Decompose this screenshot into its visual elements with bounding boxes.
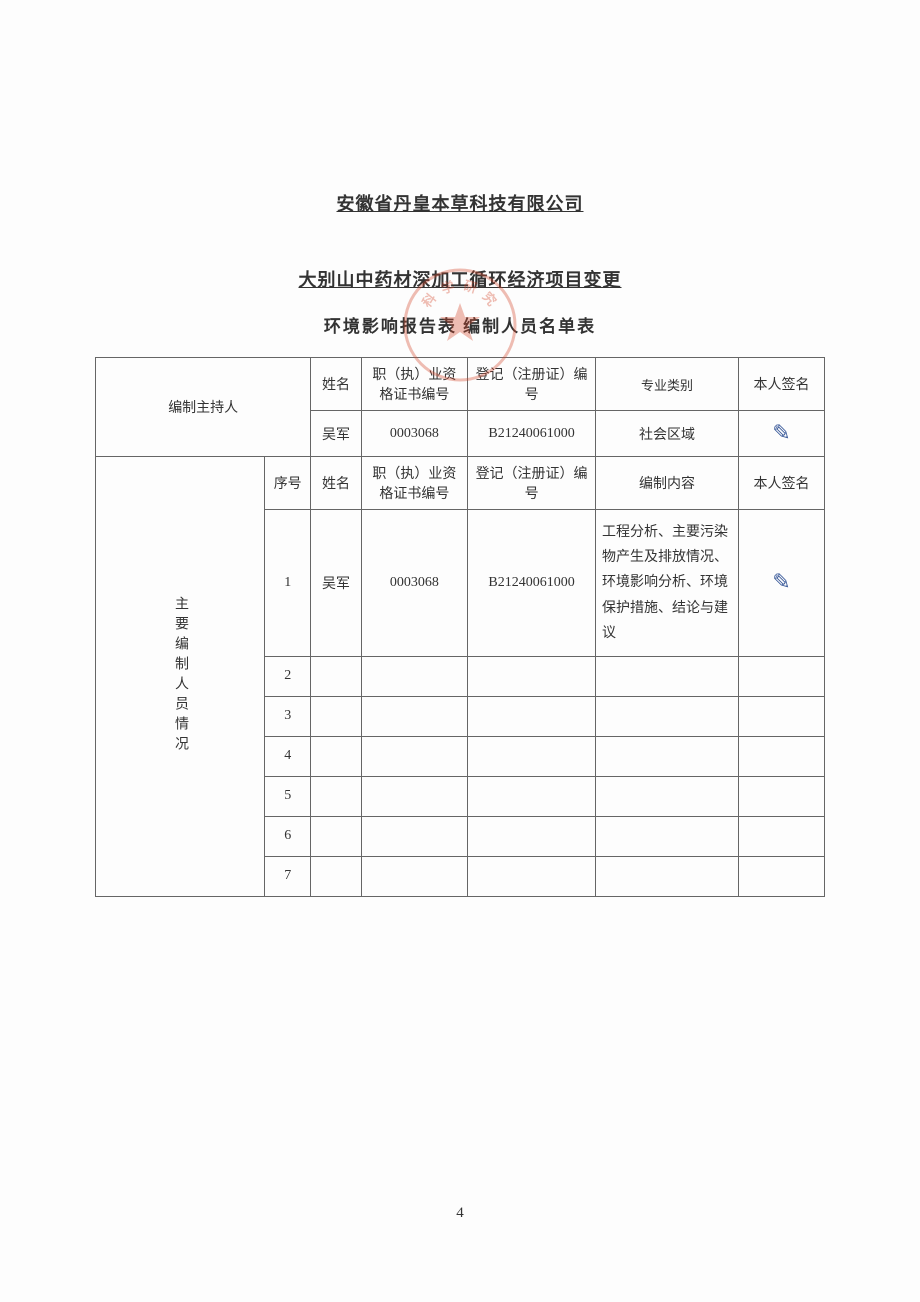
member-content-label: 编制内容 bbox=[595, 457, 738, 510]
name-cell bbox=[311, 816, 361, 856]
sign-cell bbox=[738, 856, 824, 896]
seq-cell: 5 bbox=[265, 776, 311, 816]
doc-title: 环境影响报告表 编制人员名单表 科 学 研 究 bbox=[95, 312, 825, 337]
content-cell bbox=[595, 776, 738, 816]
content-cell bbox=[595, 736, 738, 776]
personnel-table: 编制主持人 姓名 职（执）业资格证书编号 登记（注册证）编号 专业类别 本人签名… bbox=[95, 357, 825, 897]
content-cell bbox=[595, 856, 738, 896]
company-title: 安徽省丹皇本草科技有限公司 bbox=[95, 190, 825, 216]
seq-cell: 4 bbox=[265, 736, 311, 776]
sign-cell bbox=[738, 656, 824, 696]
host-category: 社会区域 bbox=[595, 411, 738, 457]
name-cell bbox=[311, 656, 361, 696]
reg-cell bbox=[468, 856, 596, 896]
seq-cell: 1 bbox=[265, 510, 311, 657]
reg-cell bbox=[468, 776, 596, 816]
members-section-label: 主要编制人员情况 bbox=[96, 457, 265, 897]
seq-cell: 2 bbox=[265, 656, 311, 696]
name-cell bbox=[311, 776, 361, 816]
sign-cell: ✎ bbox=[738, 510, 824, 657]
host-reg-label: 登记（注册证）编号 bbox=[468, 358, 596, 411]
name-cell bbox=[311, 696, 361, 736]
reg-cell: B21240061000 bbox=[468, 510, 596, 657]
reg-cell bbox=[468, 656, 596, 696]
sign-cell bbox=[738, 776, 824, 816]
name-cell: 吴军 bbox=[311, 510, 361, 657]
cert-cell bbox=[361, 656, 468, 696]
member-name-label: 姓名 bbox=[311, 457, 361, 510]
cert-cell bbox=[361, 776, 468, 816]
cert-cell: 0003068 bbox=[361, 510, 468, 657]
cert-cell bbox=[361, 736, 468, 776]
host-name-label: 姓名 bbox=[311, 358, 361, 411]
host-name: 吴军 bbox=[311, 411, 361, 457]
host-reg: B21240061000 bbox=[468, 411, 596, 457]
seq-cell: 7 bbox=[265, 856, 311, 896]
host-sign-label: 本人签名 bbox=[738, 358, 824, 411]
reg-cell bbox=[468, 736, 596, 776]
host-sign: ✎ bbox=[738, 411, 824, 457]
host-category-label: 专业类别 bbox=[595, 358, 738, 411]
sign-cell bbox=[738, 696, 824, 736]
member-reg-label: 登记（注册证）编号 bbox=[468, 457, 596, 510]
sign-cell bbox=[738, 736, 824, 776]
seq-cell: 6 bbox=[265, 816, 311, 856]
host-cert: 0003068 bbox=[361, 411, 468, 457]
host-section-label: 编制主持人 bbox=[96, 358, 311, 457]
project-title: 大别山中药材深加工循环经济项目变更 bbox=[95, 266, 825, 292]
content-cell bbox=[595, 816, 738, 856]
name-cell bbox=[311, 736, 361, 776]
doc-title-text: 环境影响报告表 编制人员名单表 bbox=[324, 317, 596, 336]
sign-cell bbox=[738, 816, 824, 856]
host-cert-label: 职（执）业资格证书编号 bbox=[361, 358, 468, 411]
reg-cell bbox=[468, 816, 596, 856]
member-cert-label: 职（执）业资格证书编号 bbox=[361, 457, 468, 510]
page-number: 4 bbox=[456, 1205, 464, 1222]
cert-cell bbox=[361, 816, 468, 856]
member-sign-label: 本人签名 bbox=[738, 457, 824, 510]
cert-cell bbox=[361, 696, 468, 736]
reg-cell bbox=[468, 696, 596, 736]
content-cell bbox=[595, 696, 738, 736]
name-cell bbox=[311, 856, 361, 896]
seq-cell: 3 bbox=[265, 696, 311, 736]
seq-label: 序号 bbox=[265, 457, 311, 510]
cert-cell bbox=[361, 856, 468, 896]
content-cell: 工程分析、主要污染物产生及排放情况、环境影响分析、环境保护措施、结论与建议 bbox=[595, 510, 738, 657]
content-cell bbox=[595, 656, 738, 696]
